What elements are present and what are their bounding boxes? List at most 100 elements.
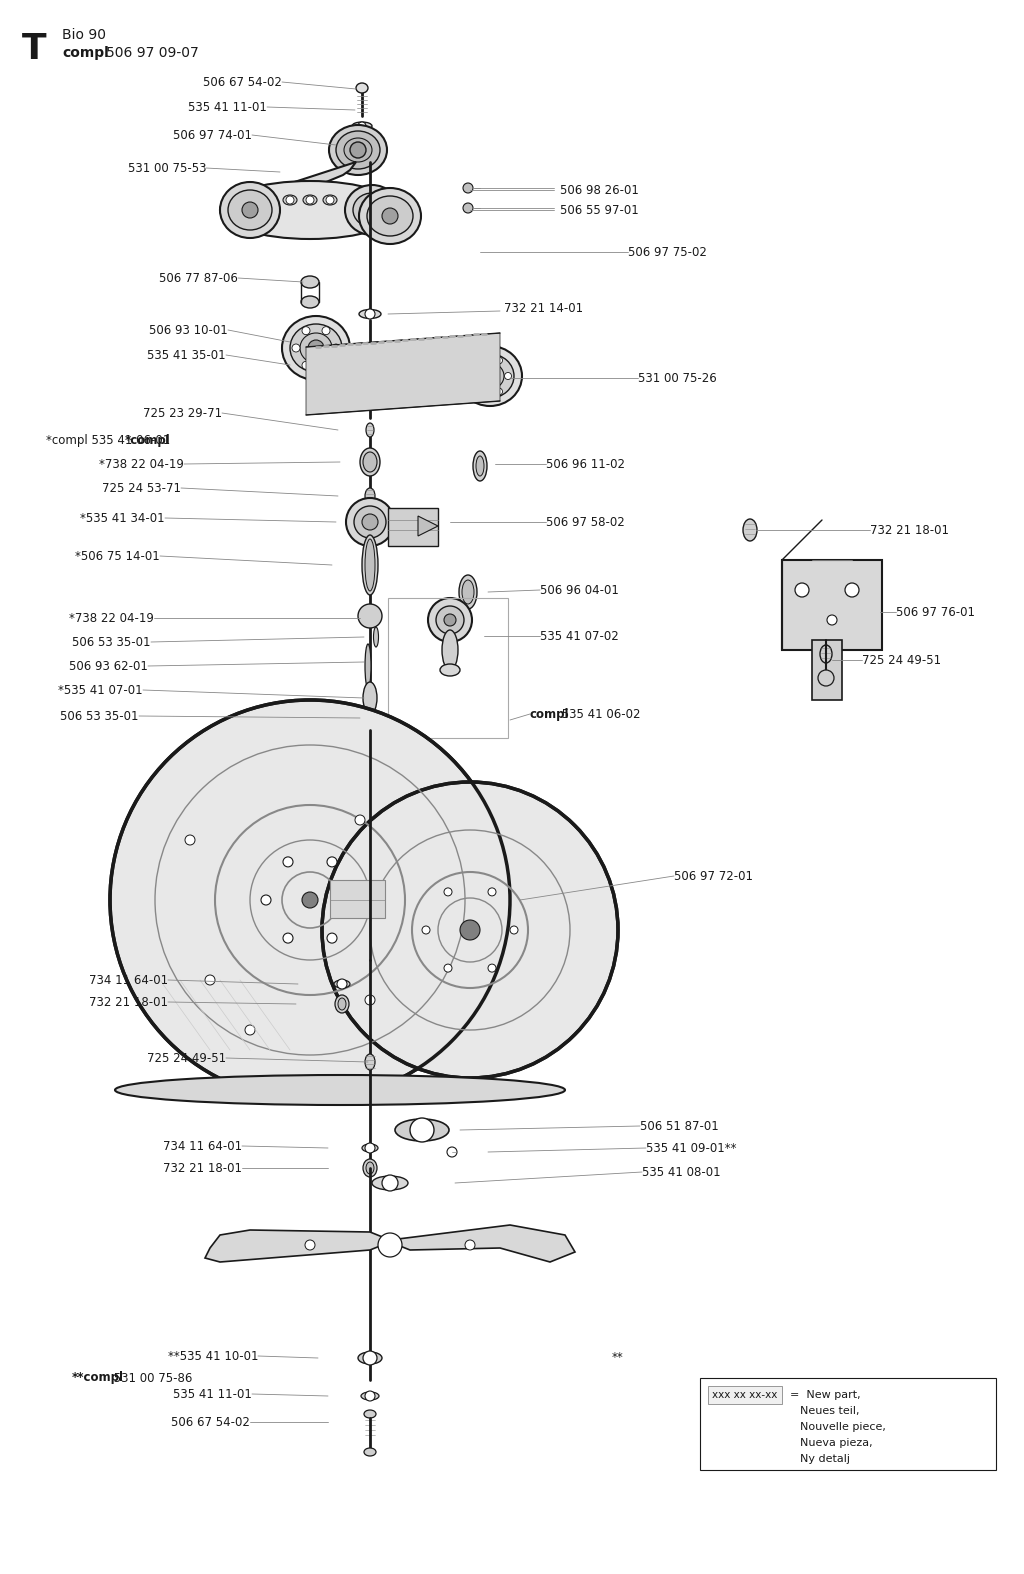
Circle shape [460,919,480,940]
Text: Bio 90: Bio 90 [62,28,106,42]
Circle shape [469,373,475,379]
Circle shape [358,123,366,131]
Text: *738 22 04-19: *738 22 04-19 [99,458,184,471]
Circle shape [283,933,293,943]
Circle shape [322,327,330,335]
Circle shape [283,856,293,867]
Circle shape [292,345,300,353]
Circle shape [477,389,484,395]
Ellipse shape [442,630,458,671]
Ellipse shape [366,423,374,438]
Text: 535 41 07-02: 535 41 07-02 [540,630,618,642]
Text: 531 00 75-53: 531 00 75-53 [128,162,206,175]
Circle shape [510,926,518,933]
Ellipse shape [359,310,381,318]
Circle shape [795,582,809,597]
Text: 506 51 87-01: 506 51 87-01 [640,1119,719,1133]
Circle shape [302,892,318,908]
Text: 535 41 35-01: 535 41 35-01 [147,348,226,362]
Circle shape [365,309,375,320]
Circle shape [302,327,310,335]
Ellipse shape [476,456,484,475]
Ellipse shape [301,275,319,288]
Text: T: T [22,31,47,66]
Polygon shape [418,516,438,537]
Circle shape [365,995,375,1006]
Bar [812,641,842,700]
Circle shape [447,1147,457,1157]
Bar [388,508,438,546]
Text: 506 93 10-01: 506 93 10-01 [150,324,228,337]
Ellipse shape [395,1119,449,1141]
Circle shape [463,203,473,212]
Bar [782,560,882,650]
Ellipse shape [228,190,272,230]
Circle shape [365,1143,375,1154]
Polygon shape [306,334,500,416]
Circle shape [410,1118,434,1143]
Ellipse shape [362,1158,377,1177]
Text: 535 41 11-01: 535 41 11-01 [173,1388,252,1401]
Text: 732 21 18-01: 732 21 18-01 [89,995,168,1009]
Circle shape [496,389,503,395]
Text: 535 41 08-01: 535 41 08-01 [642,1165,721,1179]
Circle shape [382,1176,398,1192]
Circle shape [110,700,510,1100]
Ellipse shape [335,995,349,1014]
Text: 506 97 75-02: 506 97 75-02 [628,246,707,258]
Text: Neues teil,: Neues teil, [800,1406,859,1417]
Ellipse shape [476,364,504,389]
Ellipse shape [365,644,371,688]
Circle shape [327,856,337,867]
Text: 531 00 75-86: 531 00 75-86 [111,1371,193,1385]
Ellipse shape [365,1055,375,1070]
Circle shape [378,1232,402,1258]
Text: 506 67 54-02: 506 67 54-02 [203,76,282,88]
Text: 506 53 35-01: 506 53 35-01 [60,710,139,722]
Ellipse shape [440,664,460,675]
Text: **compl: **compl [72,1371,124,1385]
Text: Ny detalj: Ny detalj [800,1454,850,1464]
Circle shape [354,505,386,538]
Text: 506 97 58-02: 506 97 58-02 [546,516,625,529]
Ellipse shape [345,186,399,235]
Circle shape [322,782,618,1078]
Bar [708,1387,782,1404]
Circle shape [488,965,496,973]
Ellipse shape [220,183,280,238]
Ellipse shape [352,123,372,131]
Ellipse shape [301,296,319,309]
Text: 506 53 35-01: 506 53 35-01 [73,636,151,648]
Ellipse shape [362,452,377,472]
Ellipse shape [820,645,831,663]
Polygon shape [270,162,356,201]
Text: Nueva pieza,: Nueva pieza, [800,1439,872,1448]
Polygon shape [390,841,500,990]
Ellipse shape [458,346,522,406]
Circle shape [326,197,334,205]
Text: *compl 535 41 06-01: *compl 535 41 06-01 [46,433,170,447]
Circle shape [362,1350,377,1365]
Text: *compl: *compl [124,433,170,447]
Text: 732 21 18-01: 732 21 18-01 [870,524,949,537]
Circle shape [444,888,452,896]
Ellipse shape [300,334,332,364]
Circle shape [818,671,834,686]
Text: Nouvelle piece,: Nouvelle piece, [800,1421,886,1432]
Text: 531 00 75-26: 531 00 75-26 [638,371,717,384]
Text: *535 41 07-01: *535 41 07-01 [58,683,143,697]
Circle shape [346,497,394,546]
Ellipse shape [743,519,757,541]
Circle shape [365,203,379,217]
Circle shape [436,606,464,634]
Ellipse shape [358,1352,382,1365]
Ellipse shape [290,324,342,371]
Ellipse shape [374,626,379,647]
Text: 506 97 76-01: 506 97 76-01 [896,606,975,619]
Text: 535 41 06-02: 535 41 06-02 [557,707,640,721]
Text: compl: compl [530,707,569,721]
Ellipse shape [364,1448,376,1456]
Text: *506 75 14-01: *506 75 14-01 [75,549,160,562]
Text: **: ** [612,1352,624,1365]
Bar [388,598,508,738]
